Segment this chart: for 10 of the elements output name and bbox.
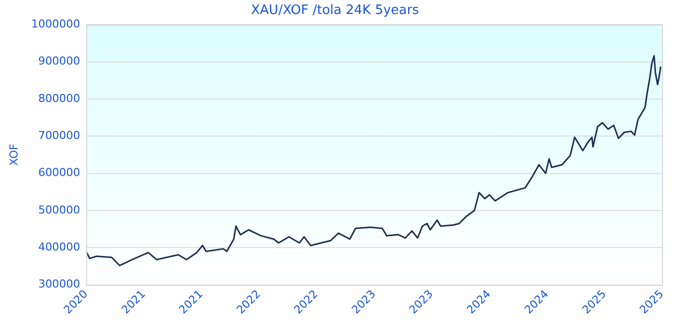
y-tick-label: 500000 (38, 203, 80, 216)
y-tick-label: 300000 (38, 278, 80, 291)
y-axis-title: XOF (7, 144, 20, 166)
y-tick-label: 900000 (38, 54, 80, 68)
y-tick-label: 700000 (38, 129, 80, 142)
y-tick-label: 800000 (38, 92, 80, 105)
chart-title: XAU/XOF /tola 24K 5years (251, 3, 420, 18)
y-tick-label: 1000000 (31, 17, 80, 30)
y-tick-label: 400000 (38, 240, 80, 254)
y-tick-label: 600000 (38, 166, 80, 180)
